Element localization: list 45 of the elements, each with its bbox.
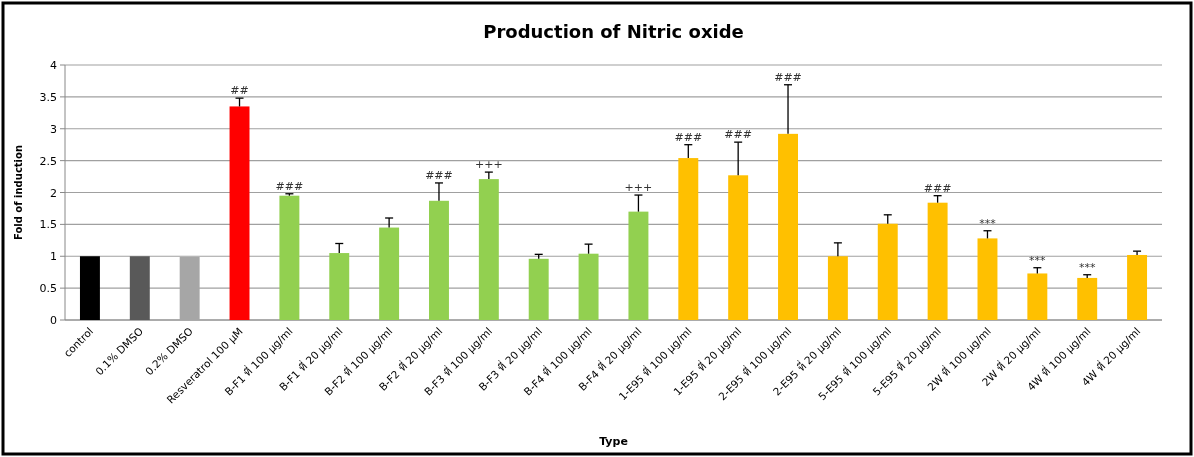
bar bbox=[528, 258, 549, 320]
bar bbox=[478, 179, 499, 320]
annotation: ### bbox=[674, 130, 703, 144]
bar bbox=[379, 227, 400, 320]
bar bbox=[778, 133, 798, 320]
y-tick-label: 2.5 bbox=[39, 154, 57, 168]
bar bbox=[329, 253, 350, 320]
annotation: *** bbox=[1029, 253, 1047, 267]
annotation: ### bbox=[774, 70, 802, 84]
y-tick-label: 1 bbox=[50, 250, 57, 264]
bar bbox=[678, 158, 699, 320]
bar bbox=[977, 238, 998, 320]
y-tick-label: 3 bbox=[50, 122, 57, 136]
y-tick-label: 0 bbox=[50, 314, 57, 327]
bar bbox=[728, 175, 749, 320]
annotation: *** bbox=[979, 216, 997, 230]
bar bbox=[79, 256, 100, 320]
y-tick-label: 2 bbox=[50, 186, 57, 200]
x-axis-title: Type bbox=[599, 435, 628, 448]
bar bbox=[129, 256, 150, 320]
annotation: *** bbox=[1078, 260, 1096, 274]
chart-title: Production of Nitric oxide bbox=[483, 21, 744, 42]
y-tick-label: 0.5 bbox=[39, 282, 57, 296]
annotation: ### bbox=[275, 179, 304, 193]
y-axis-title: Fold of induction bbox=[13, 144, 24, 241]
annotation: +++ bbox=[475, 158, 503, 172]
annotation: +++ bbox=[624, 181, 653, 195]
bar bbox=[628, 211, 649, 320]
y-tick-label: 4 bbox=[50, 59, 57, 72]
bar bbox=[1127, 254, 1148, 320]
bar bbox=[578, 253, 599, 320]
y-tick-label: 1.5 bbox=[39, 218, 57, 232]
bar bbox=[1027, 273, 1048, 320]
annotation: ## bbox=[230, 84, 249, 98]
annotation: ### bbox=[923, 181, 952, 195]
bar bbox=[279, 195, 300, 320]
y-tick-label: 3.5 bbox=[39, 90, 57, 104]
annotation: ### bbox=[724, 128, 752, 142]
bar bbox=[1077, 277, 1098, 320]
annotation: ### bbox=[425, 168, 453, 182]
bar bbox=[229, 106, 250, 320]
bar bbox=[877, 223, 898, 320]
bar bbox=[429, 200, 449, 320]
bar bbox=[827, 256, 848, 320]
bar bbox=[927, 202, 948, 320]
